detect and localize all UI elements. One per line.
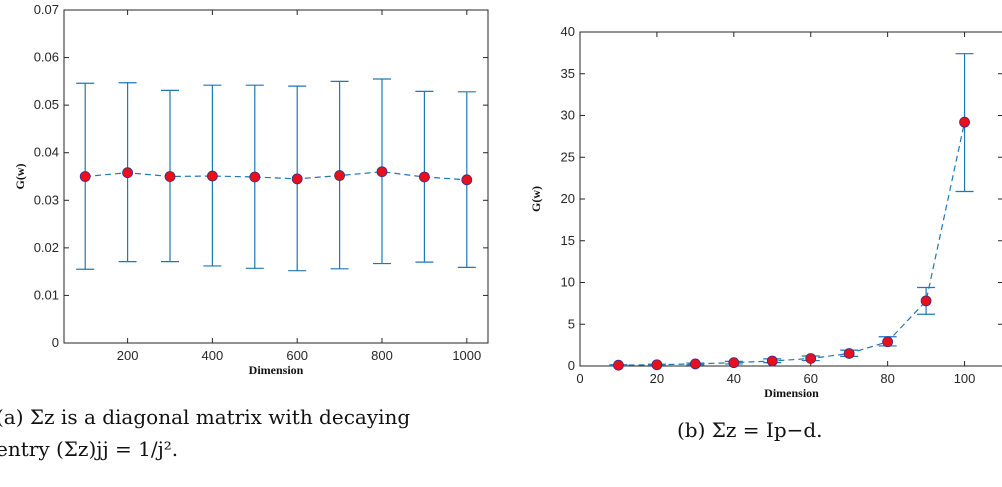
y-tick-label: 0.05: [34, 97, 59, 112]
x-axis-label: Dimension: [249, 363, 304, 377]
chart-a: 0 0.01 0.02 0.03 0.04 0.05 0.06 0.07 200 400 600 80…: [13, 2, 489, 377]
x-tick-label: 80: [880, 371, 894, 386]
chart-b: 0 5 10 15 20 25 30 35 40 0 20 40 60 80 100 Dimension G(w…: [529, 24, 1002, 400]
data-point: [689, 358, 701, 370]
data-point: [461, 174, 473, 186]
data-point: [959, 116, 970, 128]
y-tick-label: 10: [561, 275, 575, 290]
x-tick-label: 400: [202, 348, 224, 363]
series-line: [85, 171, 467, 181]
y-tick-label: 0.04: [34, 145, 59, 160]
y-tick-label: 0: [52, 335, 59, 350]
series-line: [618, 122, 966, 366]
y-axis-label: G(w): [13, 164, 27, 190]
y-tick-label: 20: [561, 191, 575, 206]
x-tick-label: 600: [286, 348, 308, 363]
data-point: [291, 173, 303, 185]
data-point: [418, 171, 430, 183]
y-tick-label: 0.02: [34, 240, 59, 255]
y-tick-label: 30: [561, 108, 575, 123]
x-tick-label: 200: [117, 348, 139, 363]
y-tick-label: 0: [568, 358, 575, 373]
y-tick-label: 0.07: [34, 2, 59, 17]
caption-b: (b) Σz = Ip−d.: [677, 418, 823, 442]
data-point: [651, 359, 663, 371]
x-tick-label: 40: [727, 371, 741, 386]
x-tick-label: 1000: [452, 348, 481, 363]
data-point: [882, 336, 894, 348]
y-tick-label: 35: [561, 66, 575, 81]
x-tick-label: 0: [576, 371, 583, 386]
data-point: [613, 359, 624, 371]
x-tick-label: 800: [371, 348, 393, 363]
data-point: [122, 167, 133, 179]
y-tick-label: 15: [561, 233, 575, 248]
data-point: [805, 353, 817, 364]
y-tick-label: 25: [561, 149, 575, 164]
data-point: [766, 355, 778, 367]
plot-frame: [579, 31, 1002, 367]
caption-a-line1: (a) Σz is a diagonal matrix with decayin…: [0, 405, 411, 429]
plot-frame: [63, 9, 489, 344]
y-tick-label: 0.01: [34, 287, 59, 302]
y-tick-label: 0.03: [34, 192, 59, 207]
data-point: [376, 166, 388, 178]
x-tick-label: 20: [650, 371, 664, 386]
y-tick-label: 5: [568, 316, 575, 331]
data-point: [79, 171, 91, 182]
x-axis-label: Dimension: [764, 386, 819, 400]
y-axis-label: G(w): [529, 186, 543, 212]
y-tick-label: 40: [561, 24, 575, 39]
data-point: [164, 171, 176, 182]
data-point: [249, 171, 261, 183]
y-tick-label: 0.06: [34, 50, 59, 65]
data-point: [334, 170, 346, 181]
data-point: [206, 170, 218, 182]
data-point: [920, 295, 932, 307]
data-point: [728, 357, 740, 369]
data-point: [843, 348, 855, 359]
x-tick-label: 60: [803, 371, 817, 386]
x-tick-label: 100: [954, 371, 976, 386]
caption-a-line2: entry (Σz)jj = 1/j².: [0, 437, 179, 461]
